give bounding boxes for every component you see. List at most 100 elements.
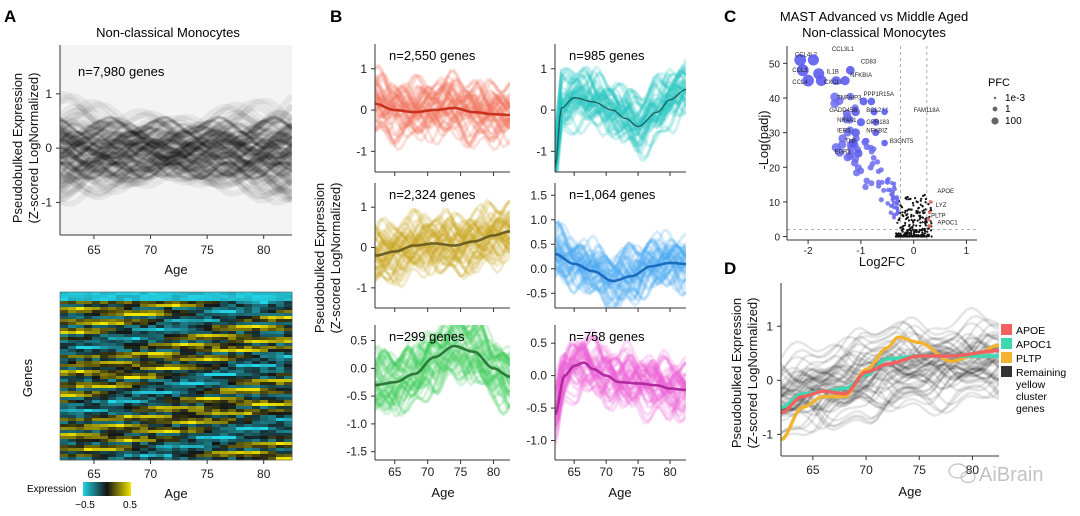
heatmap-cell xyxy=(204,358,213,362)
heatmap-cell xyxy=(260,406,269,410)
heatmap-cell xyxy=(140,370,149,374)
heatmap-cell xyxy=(68,409,77,413)
heatmap-cell xyxy=(276,421,285,425)
heatmap-cell xyxy=(260,301,269,305)
gene-point-down xyxy=(888,210,893,215)
heatmap-cell xyxy=(100,319,109,323)
heatmap-cell xyxy=(76,337,85,341)
gene-point-nonsig xyxy=(927,203,930,206)
heatmap-cell xyxy=(268,367,277,371)
heatmap-cell xyxy=(132,418,141,422)
heatmap-cell xyxy=(268,388,277,392)
heatmap-cell xyxy=(76,448,85,452)
gene-point-down xyxy=(832,76,841,85)
heatmap-cell xyxy=(84,331,93,335)
heatmap-cell xyxy=(92,298,101,302)
heatmap-cell xyxy=(60,388,69,392)
heatmap-cell xyxy=(196,451,205,455)
cluster-gene-trace xyxy=(555,70,686,160)
heatmap-cell xyxy=(212,340,221,344)
heatmap-cell xyxy=(228,454,237,458)
heatmap-cell xyxy=(220,430,229,434)
heatmap-cell xyxy=(116,310,125,314)
heatmap-cell xyxy=(196,379,205,383)
heatmap-cell xyxy=(180,295,189,299)
gene-label-ccl3l1: CCL3L1 xyxy=(832,47,855,53)
gene-point-nonsig xyxy=(896,235,900,238)
heatmap-cell xyxy=(92,355,101,359)
cluster-gene-trace xyxy=(555,356,686,417)
heatmap-cell xyxy=(92,358,101,362)
heatmap-cell xyxy=(228,457,237,461)
heatmap-cell xyxy=(220,325,229,329)
gene-point-apoe xyxy=(928,200,933,204)
cluster-gene-trace xyxy=(555,243,686,288)
heatmap-cell xyxy=(156,406,165,410)
gene-point-nonsig xyxy=(902,233,906,237)
gene-point-nonsig xyxy=(917,207,920,210)
gene-point-nonsig xyxy=(902,224,905,228)
heatmap-cell xyxy=(196,418,205,422)
heatmap-cell xyxy=(68,358,77,362)
heatmap-cell xyxy=(148,412,157,416)
heatmap-cell xyxy=(164,418,173,422)
heatmap-cell xyxy=(124,349,133,353)
heatmap-cell xyxy=(140,391,149,395)
heatmap-cell xyxy=(116,454,125,458)
cluster-gene-trace xyxy=(375,112,510,149)
cluster-gene-trace xyxy=(555,244,686,279)
heatmap-cell xyxy=(116,427,125,431)
gene-trace-core xyxy=(60,118,292,138)
heatmap-cell xyxy=(100,316,109,320)
cluster-gene-trace xyxy=(555,255,686,302)
heatmap-cell xyxy=(260,418,269,422)
heatmap-cell xyxy=(188,307,197,311)
cluster-gene-trace xyxy=(375,82,510,114)
gene-point-nonsig xyxy=(906,209,909,212)
heatmap-cell xyxy=(228,346,237,350)
heatmap-cell xyxy=(148,328,157,332)
heatmap-cell xyxy=(148,307,157,311)
heatmap-cell xyxy=(172,361,181,365)
panel-a-title: Non-classical Monocytes xyxy=(96,25,240,40)
cluster-gene-trace xyxy=(375,325,510,368)
heatmap-cell xyxy=(196,442,205,446)
heatmap-cell xyxy=(84,328,93,332)
heatmap-cell xyxy=(204,436,213,440)
cluster-y-tick-label: -1 xyxy=(536,144,547,158)
heatmap-cell xyxy=(252,448,261,452)
gene-point-nonsig xyxy=(930,222,933,225)
heatmap-cell xyxy=(156,409,165,413)
gene-point-nonsig xyxy=(929,220,932,223)
panel-c-x-ticks: -2 -1 0 1 xyxy=(804,240,970,257)
gene-point-down xyxy=(885,180,890,185)
heatmap-cell xyxy=(140,313,149,317)
heatmap-cell xyxy=(140,433,149,437)
gene-label-ccl3: CCL3 xyxy=(792,68,808,74)
heatmap-cell xyxy=(196,406,205,410)
heatmap-cell xyxy=(204,367,213,371)
heatmap-cell xyxy=(244,412,253,416)
heatmap-cell xyxy=(172,433,181,437)
cluster-gene-trace xyxy=(555,344,686,407)
heatmap-cell xyxy=(68,388,77,392)
heatmap-cell xyxy=(212,364,221,368)
remaining-gene-trace xyxy=(781,368,999,434)
heatmap-cell xyxy=(76,436,85,440)
heatmap-cell xyxy=(268,364,277,368)
heatmap-cell xyxy=(228,406,237,410)
heatmap-cell xyxy=(244,346,253,350)
heatmap-cell xyxy=(156,313,165,317)
heatmap-cell xyxy=(244,439,253,443)
heatmap-cell xyxy=(196,391,205,395)
heatmap-cell xyxy=(212,445,221,449)
heatmap-cell xyxy=(132,403,141,407)
heatmap-cell xyxy=(284,385,293,389)
gene-point-nonsig xyxy=(919,221,922,224)
heatmap-cell xyxy=(188,379,197,383)
heatmap-cell xyxy=(156,367,165,371)
cluster-gene-trace xyxy=(375,231,510,277)
heatmap-cell xyxy=(60,421,69,425)
heatmap-cell xyxy=(204,403,213,407)
gene-point-nonsig xyxy=(901,211,904,214)
